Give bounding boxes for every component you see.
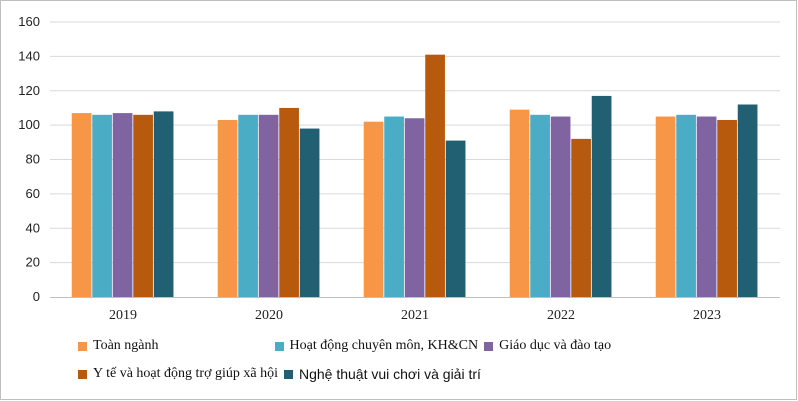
legend-row-2: Y tế và hoạt động trợ giúp xã hội Nghệ t… (78, 362, 778, 386)
legend-item-nghe-thuat: Nghệ thuật vui chơi và giải trí (283, 366, 481, 382)
y-tick-label: 80 (26, 152, 40, 167)
y-tick-label: 60 (26, 186, 40, 201)
legend-row-1: Toàn ngành Hoạt động chuyên môn, KH&CN G… (78, 334, 778, 358)
bar (153, 111, 174, 298)
y-tick-label: 40 (26, 220, 40, 235)
bar (571, 138, 591, 298)
bar (530, 114, 550, 297)
y-axis-ticks: 0 20 40 60 80 100 120 140 160 (18, 14, 40, 304)
bar (217, 119, 238, 297)
legend-item-hoat-dong-chuyen-mon: Hoạt động chuyên môn, KH&CN (274, 338, 479, 354)
x-tick-label: 2019 (109, 308, 137, 323)
x-tick-label: 2020 (255, 308, 283, 323)
bar (133, 114, 153, 297)
bar (404, 118, 425, 297)
bar (92, 114, 112, 297)
bar (425, 54, 445, 297)
bar (550, 116, 571, 297)
legend-swatch (283, 369, 293, 379)
x-tick-label: 2022 (547, 308, 575, 323)
bar (655, 116, 676, 297)
bar (71, 113, 92, 297)
legend-label: Giáo dục và đào tạo (499, 338, 612, 353)
y-tick-label: 100 (18, 117, 40, 132)
bar (445, 140, 466, 297)
bar (258, 114, 279, 297)
bar (676, 114, 696, 297)
bar (509, 109, 530, 297)
bar (299, 128, 320, 297)
x-tick-label: 2023 (693, 308, 721, 323)
bar (238, 114, 258, 297)
bar (591, 95, 612, 297)
legend-swatch (274, 341, 284, 351)
legend-item-y-te: Y tế và hoạt động trợ giúp xã hội (78, 366, 278, 382)
y-tick-label: 120 (18, 83, 40, 98)
legend-swatch (78, 341, 87, 351)
y-tick-label: 160 (18, 14, 40, 29)
legend-swatch (78, 369, 87, 379)
legend-label: Y tế và hoạt động trợ giúp xã hội (93, 366, 278, 381)
x-tick-label: 2021 (401, 308, 429, 323)
bars (71, 54, 758, 298)
bar (696, 116, 717, 297)
legend-item-giao-duc: Giáo dục và đào tạo (484, 338, 611, 354)
y-tick-label: 0 (33, 289, 40, 304)
y-tick-label: 140 (18, 48, 40, 63)
legend-swatch (484, 341, 494, 351)
y-tick-label: 20 (26, 255, 40, 270)
legend: Toàn ngành Hoạt động chuyên môn, KH&CN G… (78, 334, 778, 390)
x-axis: 2019 2020 2021 2022 2023 (50, 297, 780, 323)
bar (279, 107, 299, 297)
legend-label: Hoạt động chuyên môn, KH&CN (289, 338, 479, 353)
bar (112, 113, 133, 297)
bar (384, 116, 404, 297)
bar (717, 119, 737, 297)
legend-label: Nghệ thuật vui chơi và giải trí (298, 366, 481, 382)
bar (363, 121, 384, 297)
legend-item-toan-nganh: Toàn ngành (78, 338, 159, 354)
bar (737, 104, 758, 297)
legend-label: Toàn ngành (93, 338, 159, 353)
